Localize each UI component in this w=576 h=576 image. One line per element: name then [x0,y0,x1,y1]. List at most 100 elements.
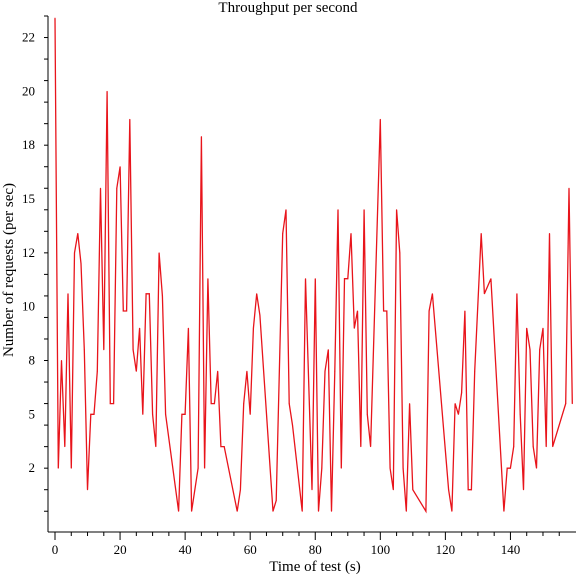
data-point [181,413,183,415]
data-point [516,293,518,295]
data-point [291,424,293,426]
data-point [542,327,544,329]
data-point [474,370,476,372]
data-point [396,209,398,211]
data-point [363,209,365,211]
data-point [103,349,105,351]
data-point [389,467,391,469]
data-point [526,327,528,329]
y-tick-label: 5 [29,406,36,421]
data-point [568,187,570,189]
data-point [337,209,339,211]
y-tick-label: 18 [22,137,35,152]
x-tick-label: 0 [52,542,59,557]
chart-title: Throughput per second [218,0,358,16]
data-point [57,467,59,469]
data-point [360,446,362,448]
y-tick-label: 10 [22,299,35,314]
data-point [451,510,453,512]
data-point [344,278,346,280]
data-point [480,232,482,234]
data-point [464,310,466,312]
data-point [366,413,368,415]
data-point [357,310,359,312]
data-point [74,252,76,254]
data-point [139,327,141,329]
data-point [122,310,124,312]
data-point [152,413,154,415]
data-point [275,499,277,501]
data-point [314,278,316,280]
data-point [370,446,372,448]
data-point [448,489,450,491]
data-point [311,489,313,491]
data-point [87,489,89,491]
data-point [132,349,134,351]
data-point [217,370,219,372]
data-point [184,413,186,415]
data-point [83,349,85,351]
data-point [213,403,215,405]
data-point [301,510,303,512]
data-point [61,360,63,362]
data-point [350,232,352,234]
y-tick-label: 22 [22,30,35,45]
data-point [327,349,329,351]
data-point [165,413,167,415]
data-point [207,278,209,280]
data-point [428,310,430,312]
data-point [246,370,248,372]
x-axis-label: Time of test (s) [269,559,361,575]
x-tick-label: 40 [179,542,192,557]
data-point [347,278,349,280]
data-point [155,446,157,448]
data-point [96,370,98,372]
data-point [353,327,355,329]
data-point [565,403,567,405]
data-point [383,310,385,312]
data-point [506,467,508,469]
data-point [379,118,381,120]
data-point [334,370,336,372]
data-point [129,118,131,120]
data-point [64,446,66,448]
data-point [135,370,137,372]
x-tick-label: 100 [371,542,391,557]
data-point [80,263,82,265]
data-point [145,293,147,295]
data-point [256,293,258,295]
data-point [239,489,241,491]
data-point [509,467,511,469]
data-point [331,510,333,512]
data-point [204,467,206,469]
data-point [402,467,404,469]
data-point [106,90,108,92]
data-point [454,403,456,405]
series-group [54,17,573,514]
data-point [535,467,537,469]
x-tick-label: 120 [436,542,456,557]
data-point [220,446,222,448]
data-point [158,252,160,254]
data-point [318,510,320,512]
data-point [340,467,342,469]
x-tick-label: 80 [309,542,322,557]
data-point [467,489,469,491]
data-point [503,510,505,512]
data-point [539,349,541,351]
y-tick-label: 15 [22,191,35,206]
data-point [90,413,92,415]
data-point [457,413,459,415]
data-point [100,187,102,189]
data-point [93,413,95,415]
data-point [148,293,150,295]
data-point [223,446,225,448]
data-point [259,314,261,316]
data-point [187,327,189,329]
data-point [425,510,427,512]
data-point [272,510,274,512]
data-point [282,232,284,234]
x-tick-label: 20 [114,542,127,557]
data-point [197,467,199,469]
